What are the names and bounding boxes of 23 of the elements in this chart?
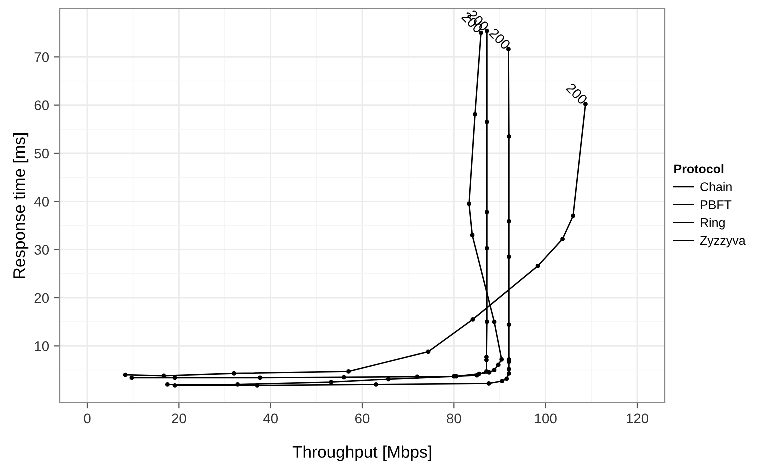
x-tick-label: 100 xyxy=(535,414,557,424)
x-tick-label: 80 xyxy=(447,414,462,424)
y-tick-label: 70 xyxy=(34,52,50,62)
x-tick-label: 0 xyxy=(84,414,91,424)
x-axis-title: Throughput [Mbps] xyxy=(292,446,432,462)
x-tick-label: 120 xyxy=(626,414,649,424)
legend-label: Ring xyxy=(701,218,725,230)
y-tick-label: 10 xyxy=(35,342,50,352)
annotation: 200 xyxy=(488,28,512,50)
y-tick-label: 60 xyxy=(34,100,50,110)
y-axis-title: Response time [ms] xyxy=(13,134,29,278)
y-tick-label: 40 xyxy=(34,197,50,207)
x-tick-label: 20 xyxy=(172,414,186,424)
y-tick-label: 30 xyxy=(34,245,50,255)
legend-title: Protocol xyxy=(674,164,724,174)
legend-label: Chain xyxy=(700,182,732,192)
legend-label: PBFT xyxy=(701,200,732,210)
legend-label: Zyzzyva xyxy=(700,236,746,248)
y-tick-label: 50 xyxy=(34,148,50,159)
annotation: 200 xyxy=(566,82,588,106)
x-tick-label: 60 xyxy=(355,414,370,424)
y-tick-label: 20 xyxy=(34,293,50,304)
x-tick-label: 40 xyxy=(263,414,278,424)
